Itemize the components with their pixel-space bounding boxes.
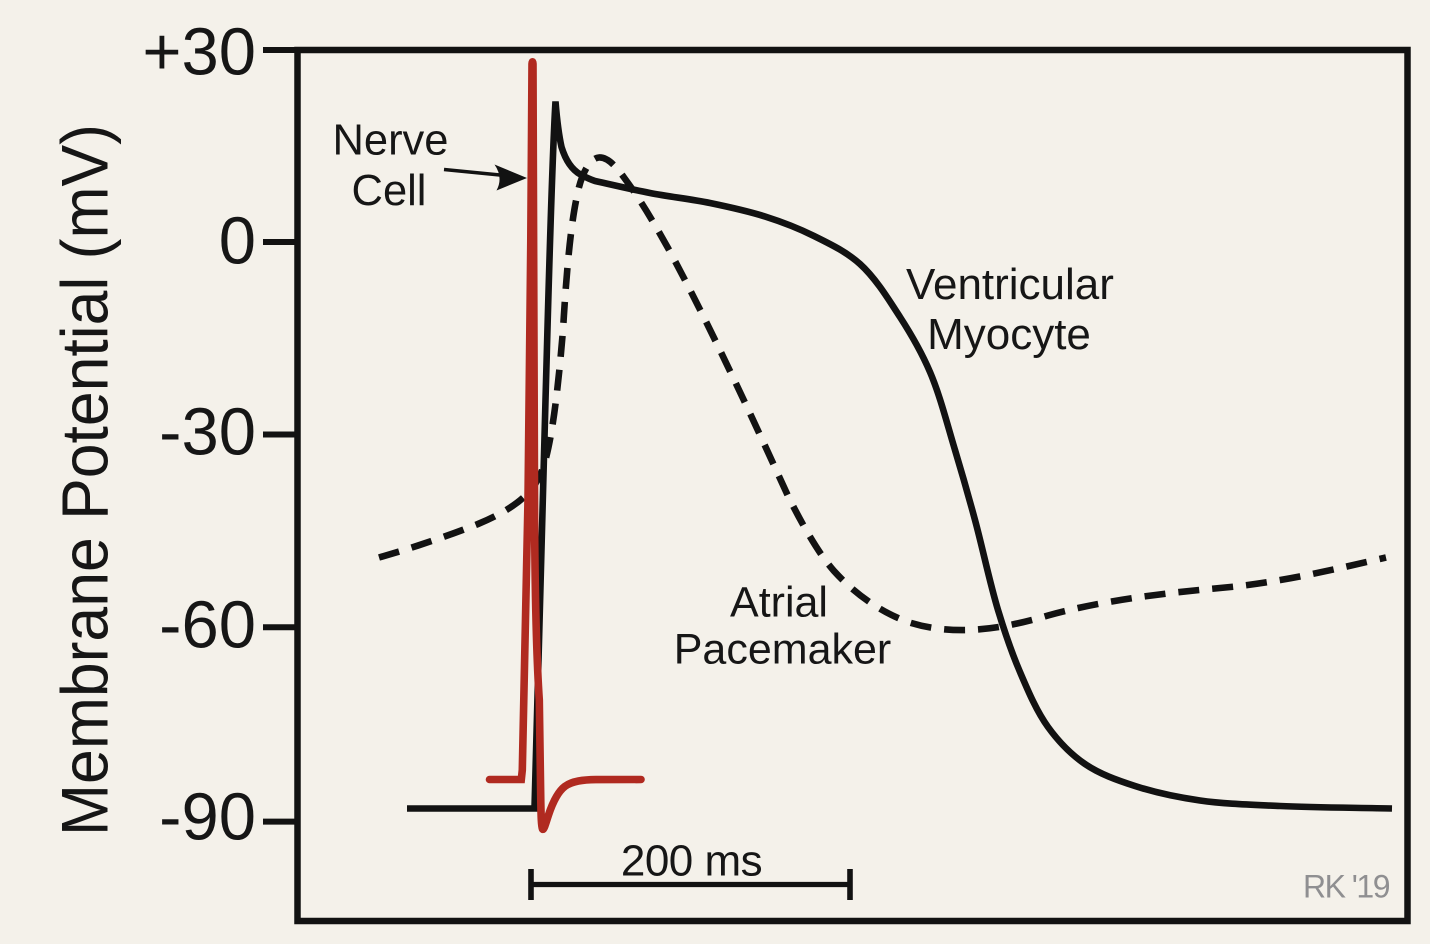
svg-text:Nerve: Nerve xyxy=(332,117,448,165)
svg-text:0: 0 xyxy=(219,204,256,279)
svg-text:-30: -30 xyxy=(159,395,256,470)
svg-text:-90: -90 xyxy=(159,780,256,855)
svg-text:200 ms: 200 ms xyxy=(621,837,762,886)
svg-text:Pacemaker: Pacemaker xyxy=(674,626,891,674)
svg-text:+30: +30 xyxy=(142,15,256,90)
svg-text:-60: -60 xyxy=(159,588,256,663)
svg-text:Cell: Cell xyxy=(352,167,427,215)
svg-text:Myocyte: Myocyte xyxy=(927,310,1091,359)
svg-text:Membrane Potential (mV): Membrane Potential (mV) xyxy=(48,124,122,836)
svg-text:RK '19: RK '19 xyxy=(1303,869,1390,905)
svg-text:Atrial: Atrial xyxy=(730,579,828,627)
svg-text:Ventricular: Ventricular xyxy=(906,260,1114,309)
